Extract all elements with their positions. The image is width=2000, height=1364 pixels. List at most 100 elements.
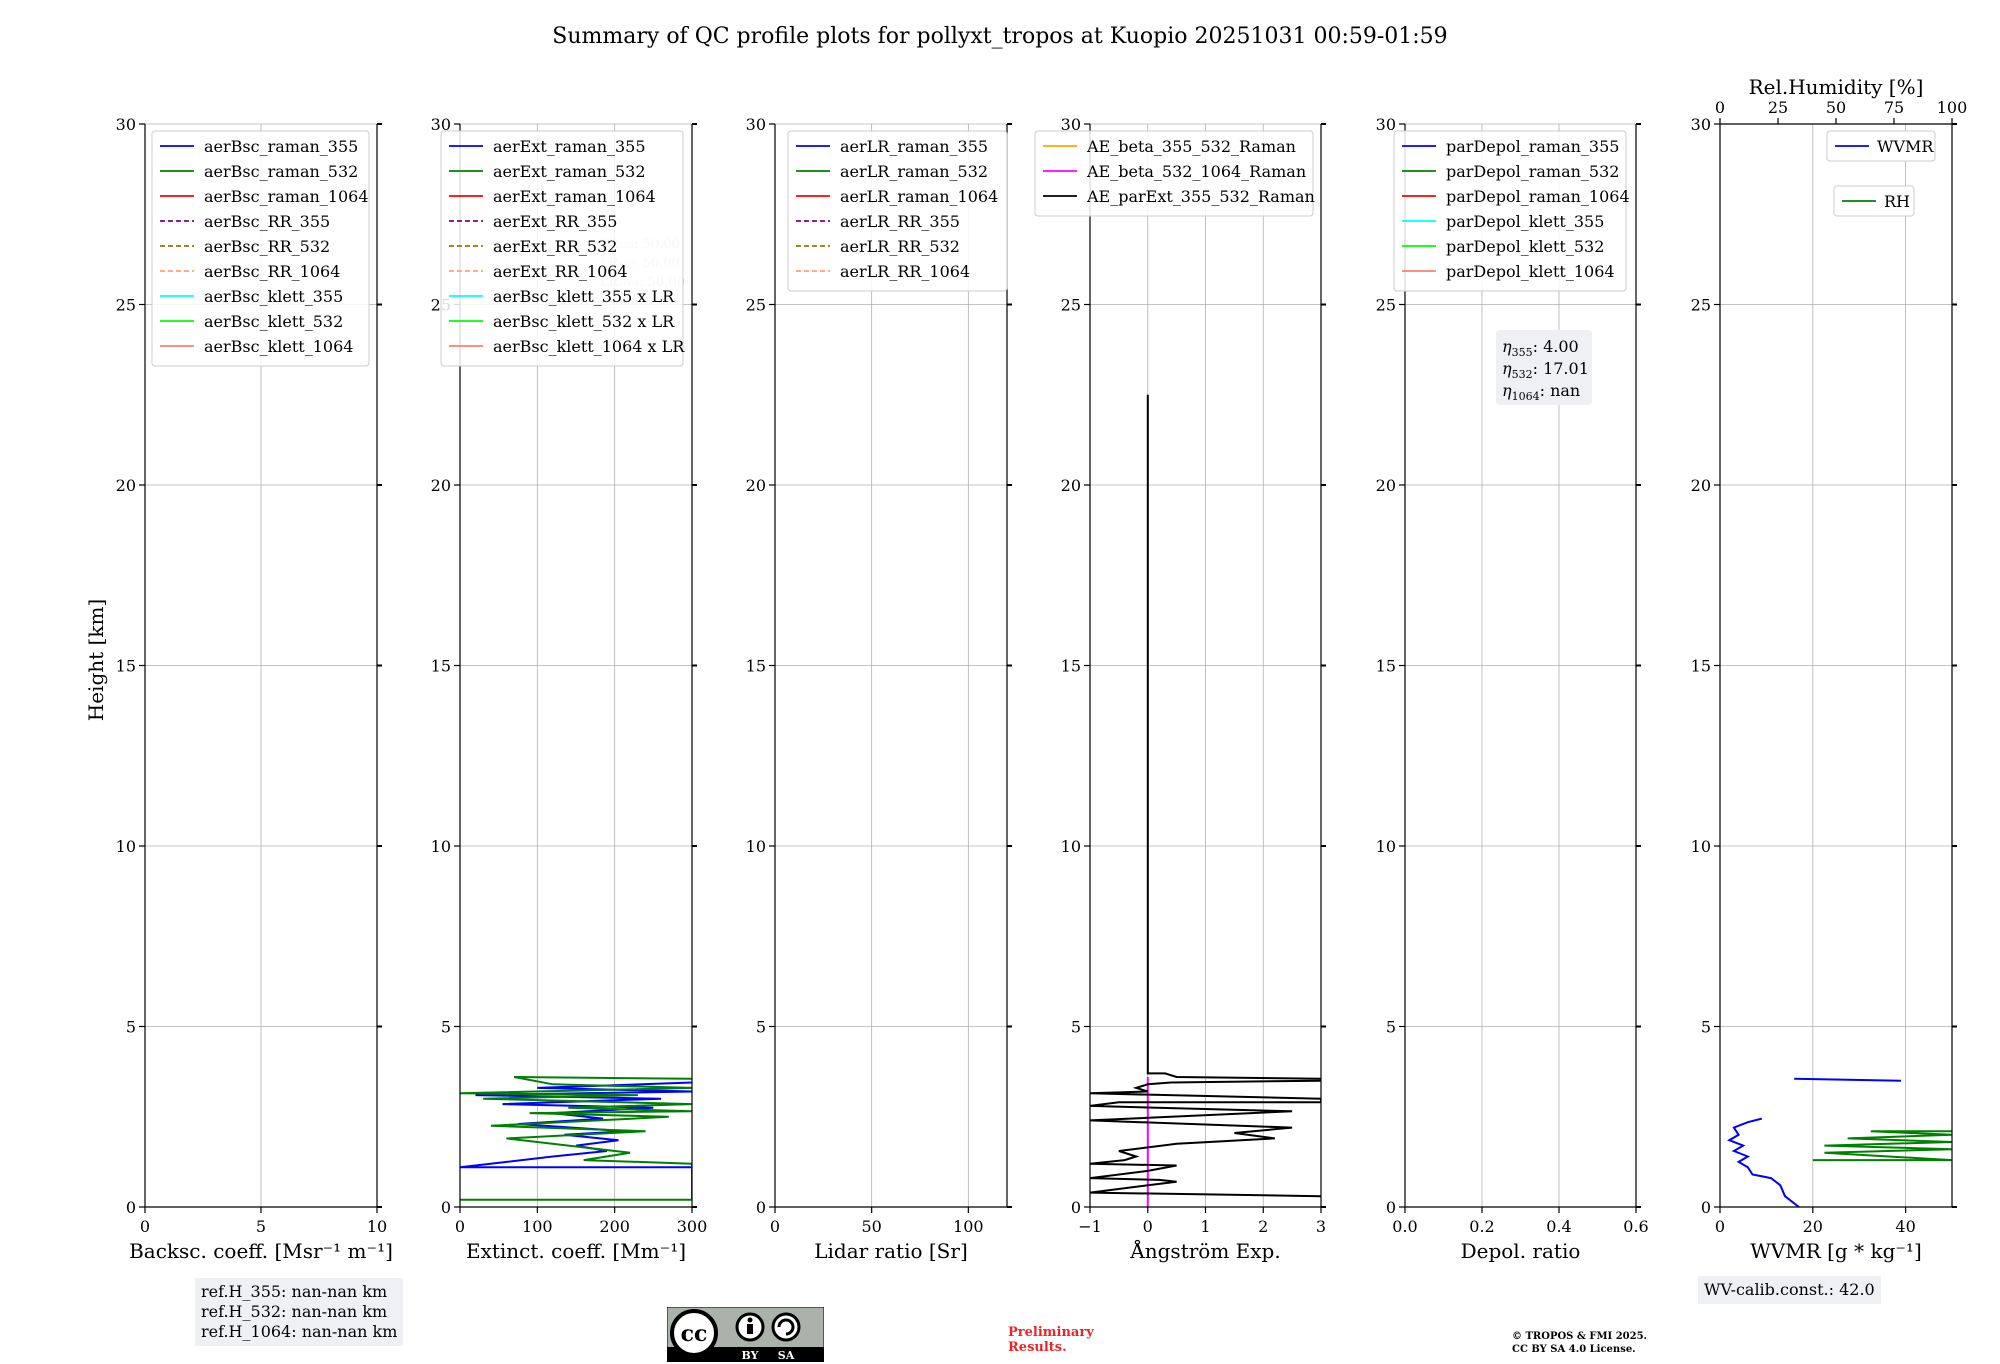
top-tick-label-3: 75 xyxy=(1884,98,1904,117)
x-axis-label: WVMR [g * kg⁻¹] xyxy=(1750,1239,1922,1263)
y-tick-label-2: 10 xyxy=(431,837,451,856)
legend-label-2: aerLR_raman_1064 xyxy=(840,187,998,206)
x-tick-label-3: 2 xyxy=(1258,1217,1268,1236)
legend-bsc: aerBsc_raman_355 aerBsc_raman_532 aerBsc_r… xyxy=(151,130,370,367)
legend-label-5: aerExt_RR_1064 xyxy=(493,262,628,281)
y-tick-label-6: 30 xyxy=(431,115,451,134)
x-tick-label-1: 5 xyxy=(256,1217,266,1236)
eta-355: η355: 4.00 xyxy=(1502,337,1579,359)
x-tick-label-4: 3 xyxy=(1316,1217,1326,1236)
legend-label-6: aerBsc_klett_355 x LR xyxy=(493,287,675,306)
y-tick-label-3: 15 xyxy=(1376,657,1396,676)
ref-height-532: ref.H_532: nan-nan km xyxy=(201,1302,388,1321)
eta-1064: η1064: nan xyxy=(1502,381,1580,403)
cc-license-badge: cc BY SA xyxy=(667,1307,824,1362)
y-tick-label-3: 15 xyxy=(1691,657,1711,676)
y-tick-label-6: 30 xyxy=(746,115,766,134)
ref-height-1064: ref.H_1064: nan-nan km xyxy=(201,1322,398,1341)
y-tick-label-4: 20 xyxy=(1376,476,1396,495)
legend-label-5: aerLR_RR_1064 xyxy=(840,262,970,281)
y-tick-label-3: 15 xyxy=(116,657,136,676)
y-tick-label-4: 20 xyxy=(1061,476,1081,495)
series-aerExt_raman_532 xyxy=(460,1076,692,1201)
cc-logo-text: cc xyxy=(681,1321,708,1347)
legend-label-0: AE_beta_355_532_Raman xyxy=(1086,137,1296,156)
y-tick-label-1: 5 xyxy=(441,1018,451,1037)
eta-532: η532: 17.01 xyxy=(1502,359,1589,381)
legend-label-0: aerLR_raman_355 xyxy=(840,137,988,156)
x-axis-label: Extinct. coeff. [Mm⁻¹] xyxy=(466,1239,686,1263)
legend-label-8: aerBsc_klett_1064 x LR xyxy=(493,337,685,356)
y-tick-label-2: 10 xyxy=(1061,837,1081,856)
x-tick-label-2: 40 xyxy=(1895,1217,1915,1236)
eta-box-bg xyxy=(1496,330,1592,405)
legend-ext: aerExt_raman_355 aerExt_raman_532 aerExt_r… xyxy=(440,130,685,367)
panel-ext: 0510152025300100200300Extinct. coeff. [M… xyxy=(431,115,708,1263)
y-tick-label-6: 30 xyxy=(116,115,136,134)
y-tick-label-0: 0 xyxy=(1071,1198,1081,1217)
panel-bsc: 0 5 10 15 20 25 30 0 5 10 Backsc. coeff. [Msr⁻¹ m⁻… xyxy=(116,115,393,1263)
top-tick-label-1: 25 xyxy=(1768,98,1788,117)
legend-label-3: parDepol_klett_355 xyxy=(1446,212,1604,231)
x-tick-label-1: 20 xyxy=(1803,1217,1823,1236)
y-tick-label-2: 10 xyxy=(1376,837,1396,856)
y-tick-label-5: 25 xyxy=(1376,296,1396,315)
x-tick-label-0: 0 xyxy=(140,1217,150,1236)
series-AE_parExt_355_532_Raman xyxy=(1090,394,1321,1198)
y-tick-label-0: 0 xyxy=(756,1198,766,1217)
legend-box xyxy=(151,130,370,367)
copyright-line-2: CC BY SA 4.0 License. xyxy=(1512,1344,1636,1355)
legend-label-1: aerBsc_raman_532 xyxy=(204,162,358,181)
y-tick-label-0: 0 xyxy=(1386,1198,1396,1217)
legend-depol: parDepol_raman_355 parDepol_raman_532 parD… xyxy=(1393,130,1630,292)
y-tick-label-4: 20 xyxy=(431,476,451,495)
preliminary-note: Preliminary Results. xyxy=(1008,1325,1094,1355)
copyright-line-1: © TROPOS & FMI 2025. xyxy=(1512,1331,1648,1342)
legend-label-4: parDepol_klett_532 xyxy=(1446,237,1604,256)
x-tick-label-2: 200 xyxy=(599,1217,630,1236)
share-alike-icon xyxy=(771,1312,801,1342)
y-tick-label-5: 25 xyxy=(746,296,766,315)
y-tick-label-2: 10 xyxy=(1691,837,1711,856)
attribution-body xyxy=(747,1324,753,1334)
legend-box xyxy=(1393,130,1627,292)
x-tick-label-0: 0 xyxy=(455,1217,465,1236)
x-axis-label: Lidar ratio [Sr] xyxy=(814,1239,968,1263)
y-tick-label-2: 10 xyxy=(746,837,766,856)
top-tick-label-0: 0 xyxy=(1715,98,1725,117)
legend-label-6: aerBsc_klett_355 xyxy=(204,287,343,306)
series-RH xyxy=(1812,1130,1952,1162)
x-tick-label-3: 0.6 xyxy=(1623,1217,1648,1236)
legend-label-1: aerExt_raman_532 xyxy=(493,162,646,181)
legend-label: RH xyxy=(1884,192,1910,211)
copyright-note: © TROPOS & FMI 2025. CC BY SA 4.0 Licens… xyxy=(1512,1330,1647,1356)
legend-label-5: parDepol_klett_1064 xyxy=(1446,262,1615,281)
y-tick-label-3: 15 xyxy=(746,657,766,676)
panel-depol: 0 5 10 15 20 25 30 0.0 0.2 0.4 0.6 Depol. ratio parD… xyxy=(1376,115,1649,1263)
legend-lr: aerLR_raman_355 aerLR_raman_532 aerLR_rama… xyxy=(787,130,1008,292)
y-tick-label-1: 5 xyxy=(756,1018,766,1037)
legend-wvmr: WVMR xyxy=(1826,130,1936,162)
legend-label-7: aerBsc_klett_532 x LR xyxy=(493,312,675,331)
x-tick-label-2: 1 xyxy=(1200,1217,1210,1236)
ref-height-355: ref.H_355: nan-nan km xyxy=(201,1282,388,1301)
y-tick-label-2: 10 xyxy=(116,837,136,856)
y-tick-label-0: 0 xyxy=(126,1198,136,1217)
y-tick-label-1: 5 xyxy=(1701,1018,1711,1037)
legend-label-3: aerBsc_RR_355 xyxy=(204,212,330,231)
legend-label-8: aerBsc_klett_1064 xyxy=(204,337,353,356)
legend-label-2: aerBsc_raman_1064 xyxy=(204,187,369,206)
legend-box xyxy=(1826,130,1936,162)
legend-box xyxy=(440,130,684,367)
legend-box xyxy=(787,130,1008,292)
legend-label-0: aerBsc_raman_355 xyxy=(204,137,358,156)
top-tick-label-4: 100 xyxy=(1937,98,1968,117)
legend-label-2: parDepol_raman_1064 xyxy=(1446,187,1630,206)
x-tick-label-1: 0 xyxy=(1143,1217,1153,1236)
share-alike-arrow xyxy=(777,1318,795,1336)
y-tick-label-4: 20 xyxy=(116,476,136,495)
y-tick-label-6: 30 xyxy=(1061,115,1081,134)
